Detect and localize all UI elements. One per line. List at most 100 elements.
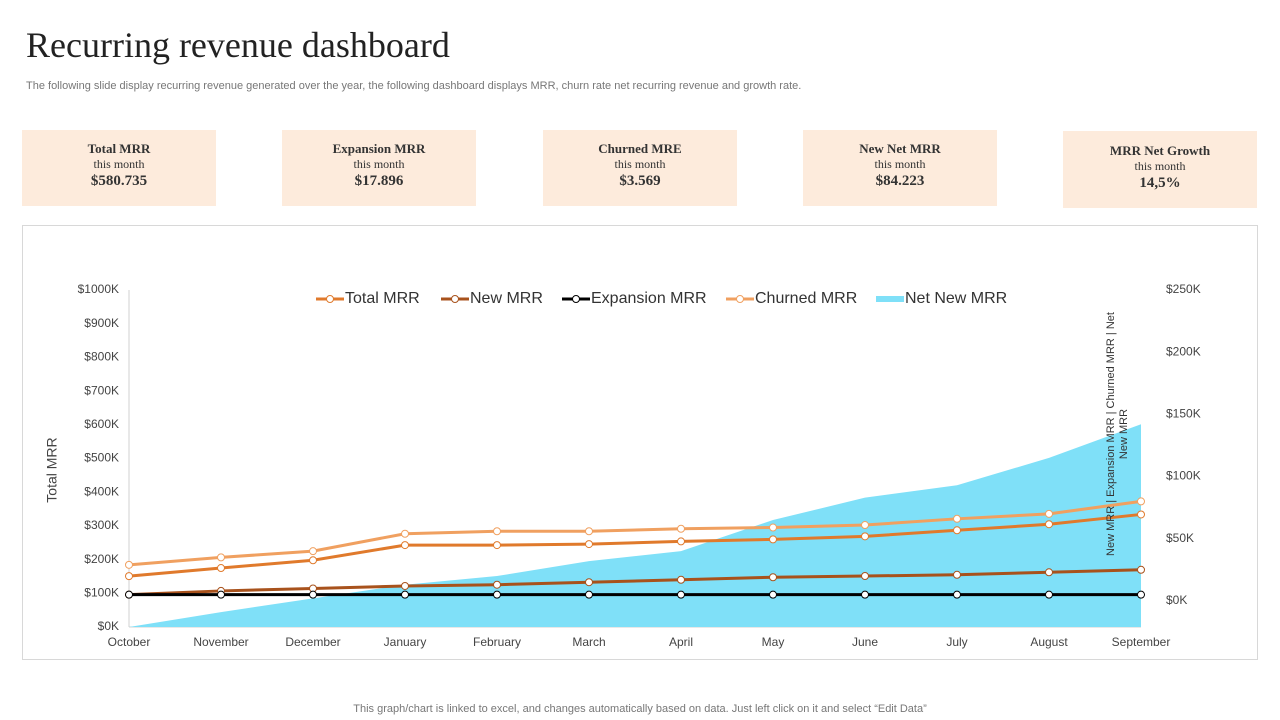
marker: [769, 535, 777, 544]
y2-tick-label: $200K: [1166, 344, 1201, 358]
marker: [861, 590, 869, 599]
marker: [493, 590, 501, 599]
marker: [401, 529, 409, 538]
kpi-subtitle: this month: [93, 157, 145, 171]
y-axis-title: Total MRR: [44, 437, 60, 502]
x-tick-label: October: [108, 635, 151, 649]
marker: [677, 537, 685, 546]
marker: [125, 560, 133, 569]
marker: [125, 572, 133, 581]
line: [128, 512, 1142, 578]
x-tick-label: March: [572, 635, 605, 649]
marker: [953, 570, 961, 579]
marker: [309, 547, 317, 556]
y2-tick-label: $0K: [1166, 593, 1187, 607]
x-tick-label: May: [762, 635, 785, 649]
area: [129, 424, 1141, 627]
legend-marker: [736, 295, 744, 303]
kpi-card: MRR Net Growth this month 14,5%: [1063, 131, 1257, 208]
y-tick-label: $0K: [98, 619, 119, 633]
marker: [1137, 590, 1145, 599]
x-tick-label: November: [193, 635, 248, 649]
x-tick-label: June: [852, 635, 878, 649]
kpi-title: Total MRR: [87, 141, 151, 156]
marker: [493, 527, 501, 536]
kpi-value: $84.223: [875, 173, 925, 189]
x-tick-label: September: [1112, 635, 1171, 649]
y-tick-label: $500K: [84, 451, 119, 465]
marker: [1045, 590, 1053, 599]
marker: [861, 521, 869, 530]
marker: [217, 564, 225, 573]
kpi-card: Churned MRE this month $3.569: [543, 130, 737, 206]
y2-tick-label: $250K: [1166, 282, 1201, 296]
marker: [309, 556, 317, 565]
kpi-title: Churned MRE: [598, 141, 682, 156]
y-tick-label: $400K: [84, 484, 119, 498]
marker: [769, 523, 777, 532]
legend-marker: [572, 295, 580, 303]
marker: [309, 590, 317, 599]
legend-label: New MRR: [470, 290, 543, 307]
kpi-subtitle: this month: [353, 157, 405, 171]
kpi-title: New Net MRR: [859, 141, 941, 156]
marker: [677, 524, 685, 533]
y2-tick-label: $100K: [1166, 469, 1201, 483]
marker: [125, 590, 133, 599]
y2-tick-label: $150K: [1166, 407, 1201, 421]
legend-label: Total MRR: [345, 290, 420, 307]
legend-marker: [326, 295, 334, 303]
marker: [953, 590, 961, 599]
x-tick-label: December: [285, 635, 340, 649]
x-tick-label: July: [946, 635, 967, 649]
title: Recurring revenue dashboard: [26, 25, 450, 65]
marker: [401, 581, 409, 590]
kpi-card: Expansion MRR this month $17.896: [282, 130, 476, 206]
subtitle: The following slide display recurring re…: [26, 80, 802, 92]
x-tick-label: April: [669, 635, 693, 649]
marker: [401, 590, 409, 599]
kpi-subtitle: this month: [874, 157, 926, 171]
marker: [1045, 568, 1053, 577]
marker: [1045, 520, 1053, 529]
y-tick-label: $900K: [84, 316, 119, 330]
kpi-card: Total MRR this month $580.735: [22, 130, 216, 206]
legend-label: Churned MRR: [755, 290, 857, 307]
legend-label: Net New MRR: [905, 290, 1007, 307]
x-tick-label: January: [384, 635, 427, 649]
marker: [401, 541, 409, 550]
marker: [953, 526, 961, 535]
legend-marker: [451, 295, 459, 303]
kpi-subtitle: this month: [614, 157, 666, 171]
kpi-value: 14,5%: [1139, 175, 1181, 191]
marker: [1137, 497, 1145, 506]
chart-frame: [22, 225, 1258, 660]
marker: [585, 578, 593, 587]
marker: [493, 541, 501, 550]
marker: [769, 573, 777, 582]
marker: [677, 575, 685, 584]
marker: [493, 580, 501, 589]
legend-label: Expansion MRR: [591, 290, 707, 307]
marker: [861, 572, 869, 581]
marker: [953, 514, 961, 523]
line: [128, 568, 1142, 597]
y-tick-label: $100K: [84, 585, 119, 599]
marker: [585, 590, 593, 599]
marker: [677, 590, 685, 599]
kpi-value: $17.896: [354, 173, 404, 189]
kpi-card: New Net MRR this month $84.223: [803, 130, 997, 206]
marker: [1137, 565, 1145, 574]
marker: [217, 553, 225, 562]
y-tick-label: $600K: [84, 417, 119, 431]
y-tick-label: $300K: [84, 518, 119, 532]
marker: [861, 532, 869, 541]
kpi-value: $3.569: [619, 173, 661, 189]
x-tick-label: August: [1030, 635, 1068, 649]
y-tick-label: $1000K: [78, 282, 119, 296]
y-tick-label: $800K: [84, 350, 119, 364]
y-tick-label: $700K: [84, 383, 119, 397]
line: [128, 499, 1142, 567]
